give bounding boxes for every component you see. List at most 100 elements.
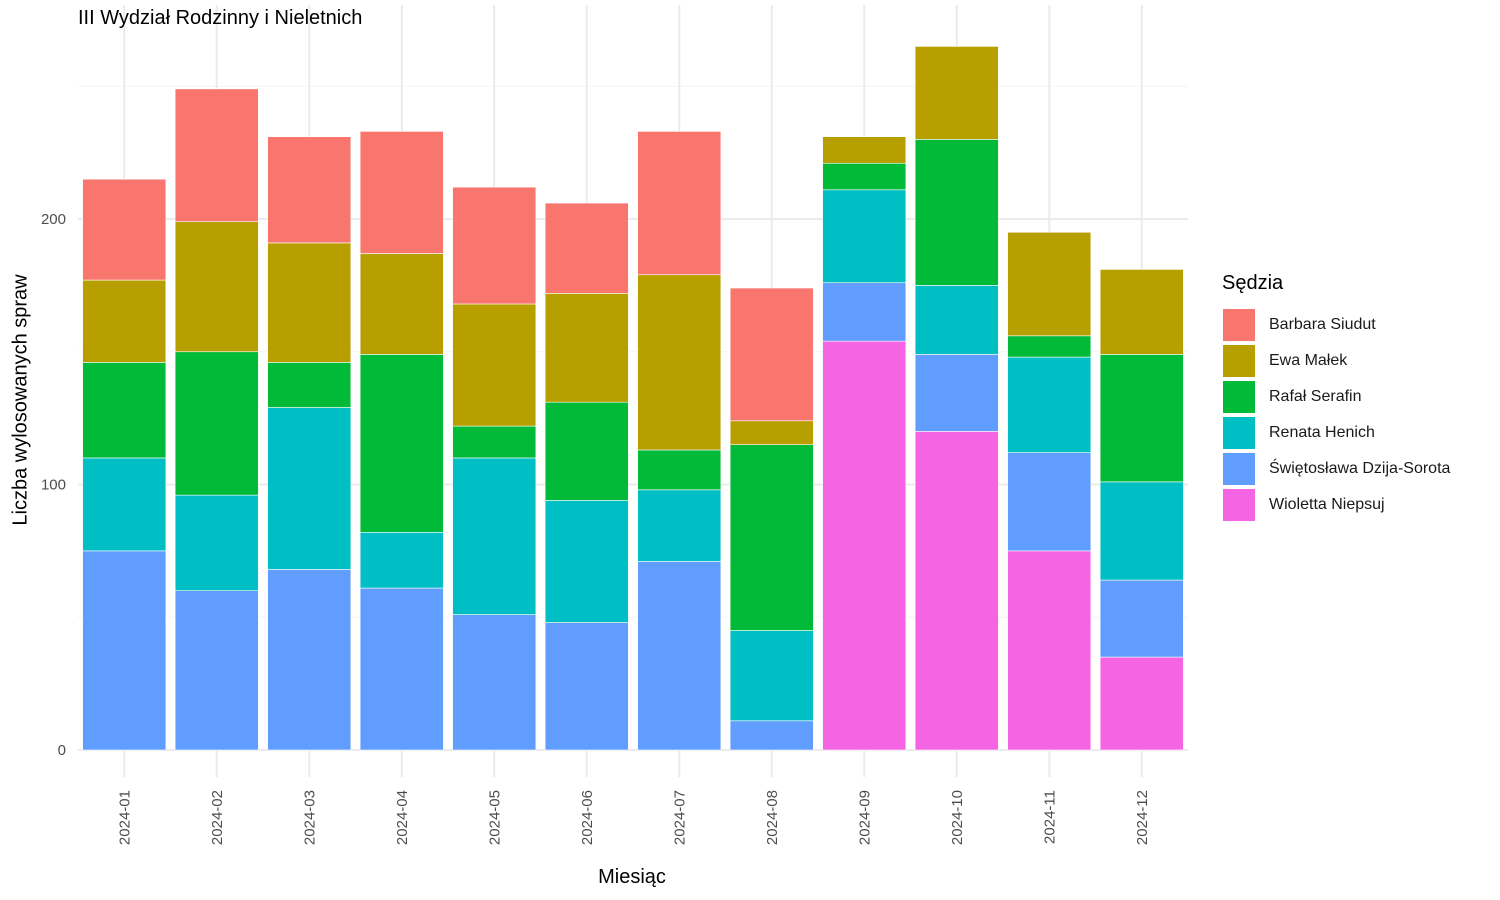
bar-segment xyxy=(637,489,722,562)
bar-segment xyxy=(174,88,259,222)
legend-item: Barbara Siudut xyxy=(1222,307,1450,343)
bar-segment xyxy=(174,494,259,591)
bar-segment xyxy=(1007,550,1092,751)
bar-segment xyxy=(359,354,444,533)
bar-segment xyxy=(82,550,167,751)
bar-segment xyxy=(267,569,352,751)
legend-label: Świętosława Dzija-Sorota xyxy=(1269,460,1451,477)
bar-segment xyxy=(822,136,907,164)
legend-item: Wioletta Niepsuj xyxy=(1222,487,1450,523)
legend-label: Ewa Małek xyxy=(1269,352,1348,369)
bar-segment xyxy=(729,287,814,422)
x-tick-label: 2024-01 xyxy=(116,790,133,845)
bar-segment xyxy=(544,293,629,403)
bar-segment xyxy=(1099,481,1184,581)
bar-segment xyxy=(914,354,999,432)
bar-segment xyxy=(1099,269,1184,355)
bar-segment xyxy=(729,444,814,631)
x-tick-label: 2024-02 xyxy=(209,790,226,845)
bar-segment xyxy=(1099,579,1184,658)
bar-segment xyxy=(82,279,167,363)
legend-label: Wioletta Niepsuj xyxy=(1269,496,1385,513)
bar-segment xyxy=(82,362,167,459)
bar-segment xyxy=(1007,335,1092,358)
y-tick-label: 200 xyxy=(41,211,66,228)
bar-segment xyxy=(452,303,537,427)
legend-title: Sędzia xyxy=(1222,272,1284,294)
x-tick-label: 2024-04 xyxy=(394,790,411,845)
y-tick-label: 0 xyxy=(58,742,66,759)
bar-segment xyxy=(637,131,722,276)
bar-segment xyxy=(359,531,444,589)
x-tick-label: 2024-07 xyxy=(671,790,688,845)
bar-segment xyxy=(729,420,814,445)
chart-title: III Wydział Rodzinny i Nieletnich xyxy=(78,7,363,29)
bar-segment xyxy=(174,351,259,496)
legend-item: Ewa Małek xyxy=(1222,343,1450,379)
legend-label: Renata Henich xyxy=(1269,424,1375,441)
bar-segment xyxy=(1099,354,1184,483)
bar-segment xyxy=(822,162,907,191)
x-tick-label: 2024-06 xyxy=(579,790,596,845)
bar-segment xyxy=(452,186,537,305)
stacked-bars xyxy=(82,46,1184,751)
bar-segment xyxy=(637,274,722,451)
bar-segment xyxy=(544,500,629,623)
legend-item: Renata Henich xyxy=(1222,415,1450,451)
bar-segment xyxy=(452,425,537,459)
x-axis-label: Miesiąc xyxy=(598,866,666,888)
bar-segment xyxy=(452,457,537,615)
bar-segment xyxy=(1007,356,1092,453)
x-tick-label: 2024-09 xyxy=(856,790,873,845)
bar-segment xyxy=(1007,231,1092,337)
bar-segment xyxy=(174,590,259,751)
bar-segment xyxy=(914,46,999,140)
legend-key xyxy=(1222,488,1256,522)
bar-segment xyxy=(82,457,167,552)
bar-segment xyxy=(914,139,999,286)
x-tick-label: 2024-11 xyxy=(1041,790,1058,844)
minor-gridlines xyxy=(78,85,1188,618)
bar-segment xyxy=(544,202,629,294)
bar-segment xyxy=(544,401,629,501)
legend-label: Barbara Siudut xyxy=(1269,316,1376,333)
bar-segment xyxy=(267,362,352,408)
bar-segment xyxy=(729,720,814,751)
y-axis-label: Liczba wylosowanych spraw xyxy=(9,274,32,526)
legend-item: Świętosława Dzija-Sorota xyxy=(1222,451,1450,487)
bar-segment xyxy=(544,622,629,751)
y-tick-label: 100 xyxy=(41,477,66,494)
x-tick-label: 2024-10 xyxy=(949,790,966,845)
bar-segment xyxy=(1007,452,1092,552)
bar-segment xyxy=(267,407,352,570)
bar-segment xyxy=(914,285,999,355)
legend-key xyxy=(1222,308,1256,342)
bar-segment xyxy=(822,189,907,284)
legend-items: Barbara Siudut Ewa Małek Rafał Serafin Rena… xyxy=(1222,307,1450,523)
legend-key xyxy=(1222,452,1256,486)
bar-segment xyxy=(729,630,814,722)
bar-segment xyxy=(1099,656,1184,751)
legend-label: Rafał Serafin xyxy=(1269,388,1362,405)
x-tick-label: 2024-08 xyxy=(764,790,781,845)
bar-segment xyxy=(267,136,352,244)
bar-segment xyxy=(267,242,352,363)
legend-key xyxy=(1222,416,1256,450)
bar-segment xyxy=(174,221,259,353)
x-axis-ticks: 2024-01 2024-02 2024-03 2024-04 2024-05 2024-… xyxy=(116,790,1151,845)
legend: Sędzia Barbara Siudut Ewa Małek Rafał Sera… xyxy=(1222,272,1450,523)
bar-segment xyxy=(359,587,444,751)
legend-key xyxy=(1222,344,1256,378)
legend-item: Rafał Serafin xyxy=(1222,379,1450,415)
bar-segment xyxy=(637,561,722,751)
bar-segment xyxy=(914,431,999,751)
legend-key xyxy=(1222,380,1256,414)
bar-segment xyxy=(822,282,907,342)
bar-segment xyxy=(637,449,722,491)
x-tick-label: 2024-05 xyxy=(486,790,503,845)
x-tick-label: 2024-03 xyxy=(301,790,318,845)
bar-segment xyxy=(822,340,907,751)
bar-segment xyxy=(359,253,444,355)
bar-segment xyxy=(452,614,537,751)
